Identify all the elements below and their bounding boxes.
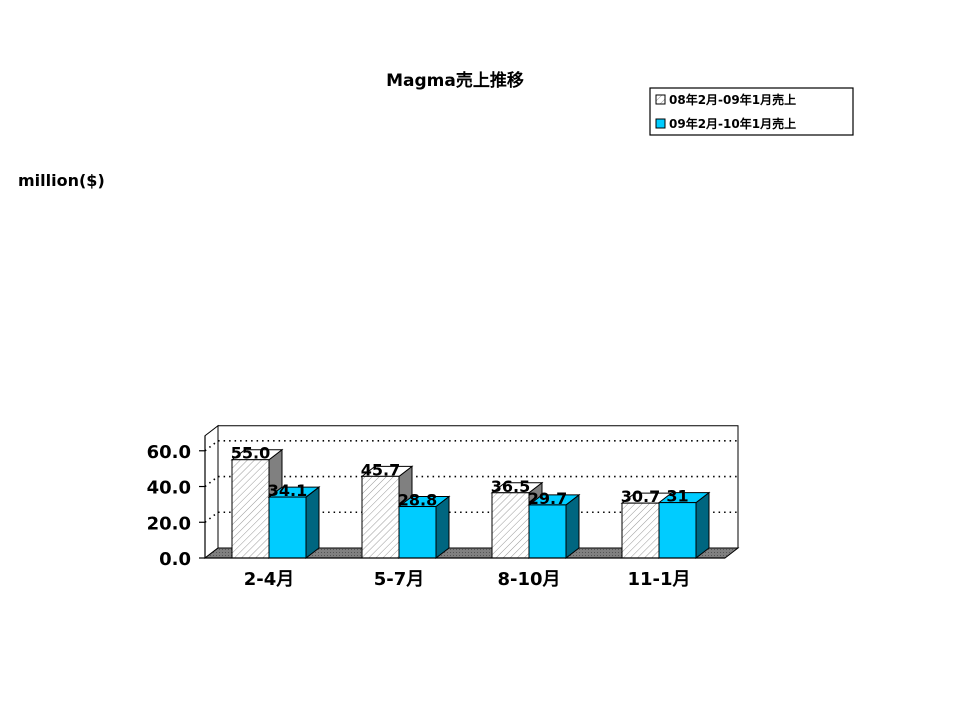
data-label: 34.1 — [268, 481, 307, 500]
bar — [491, 492, 530, 559]
y-tick-label: 20.0 — [147, 513, 191, 534]
x-tick-label: 5-7月 — [374, 569, 425, 590]
x-tick-label: 8-10月 — [497, 569, 560, 590]
bar-side — [695, 491, 710, 560]
bar — [658, 502, 697, 559]
bar-side — [305, 486, 320, 560]
y-tick-label: 40.0 — [147, 478, 191, 499]
bar-side — [565, 493, 580, 560]
plot-area: 0.0 20.0 40.0 60.0 55.0 34.1 2-4月 45.7 28.8 5-7月 3… — [147, 424, 740, 590]
legend-swatch-series-2 — [655, 118, 666, 129]
legend-label-series-2: 09年2月-10年1月売上 — [669, 116, 796, 131]
y-axis-unit-label: million($) — [18, 171, 105, 190]
data-label: 28.8 — [398, 491, 437, 510]
legend-swatch-series-1 — [655, 94, 666, 105]
bar-side — [435, 495, 450, 560]
bar — [268, 496, 307, 559]
bar — [361, 475, 400, 559]
gridline — [204, 439, 738, 452]
y-tick-label: 60.0 — [147, 442, 191, 463]
x-tick-label: 11-1月 — [627, 569, 690, 590]
data-label: 45.7 — [361, 460, 400, 479]
gridline — [204, 475, 738, 488]
data-label: 55.0 — [231, 444, 270, 463]
side-wall — [204, 424, 219, 560]
y-tick-label: 0.0 — [159, 549, 191, 570]
data-label: 30.7 — [621, 487, 660, 506]
legend-box — [649, 87, 854, 136]
bar — [398, 506, 437, 559]
bar — [231, 459, 270, 559]
x-tick-label: 2-4月 — [244, 569, 295, 590]
data-label: 29.7 — [528, 489, 567, 508]
bar — [528, 504, 567, 559]
legend: 08年2月-09年1月売上 09年2月-10年1月売上 — [649, 87, 854, 136]
bar — [621, 502, 660, 559]
legend-label-series-1: 08年2月-09年1月売上 — [669, 92, 796, 107]
data-label: 36.5 — [491, 477, 530, 496]
chart-title: Magma売上推移 — [386, 70, 524, 91]
data-label: 31 — [666, 487, 688, 506]
